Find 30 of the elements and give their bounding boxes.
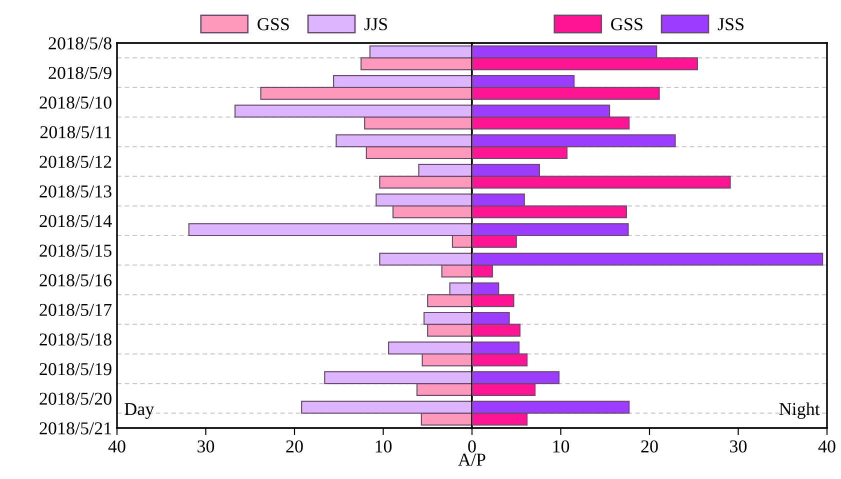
x-tick-label: 30: [198, 440, 214, 453]
x-tick-label: 20: [641, 440, 658, 453]
y-tick-label: 2018/5/9: [48, 66, 112, 80]
annotation: Night: [779, 402, 820, 419]
y-tick-label: 2018/5/14: [40, 214, 112, 228]
x-tick-label: 40: [818, 440, 836, 453]
y-tick-label: 2018/5/17: [40, 304, 112, 316]
x-tick-label: 10: [376, 440, 392, 453]
y-tick-label: 2018/5/8: [48, 37, 112, 50]
legend-label: JJS: [364, 18, 387, 30]
y-tick-label: 2018/5/12: [40, 156, 112, 168]
legend-label: GSS: [258, 18, 289, 30]
legend-label: JSS: [718, 18, 744, 30]
y-tick-label: 2018/5/19: [40, 363, 112, 376]
x-tick-label: 30: [730, 440, 747, 453]
annotation: Day: [124, 403, 154, 419]
y-tick-label: 2018/5/16: [40, 274, 112, 286]
x-axis-title: A/P: [458, 454, 486, 466]
x-tick-label: 0: [468, 440, 476, 453]
y-tick-label: 2018/5/15: [40, 244, 112, 257]
y-tick-label: 2018/5/10: [40, 96, 112, 109]
x-tick-label: 40: [108, 440, 126, 453]
x-tick-label: 20: [286, 440, 303, 453]
y-tick-label: 2018/5/13: [40, 185, 112, 198]
legend-label: GSS: [611, 18, 642, 30]
y-tick-label: 2018/5/21: [40, 422, 112, 434]
x-tick-label: 10: [553, 440, 570, 453]
y-tick-label: 2018/5/20: [40, 392, 112, 405]
y-tick-label: 2018/5/18: [40, 333, 112, 346]
y-tick-label: 2018/5/11: [40, 126, 112, 138]
